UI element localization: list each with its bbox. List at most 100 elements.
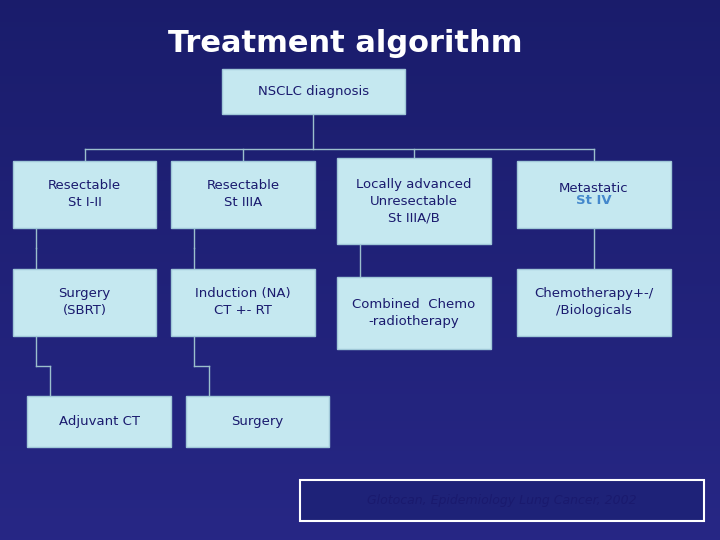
- Bar: [0, 0, 720, 3]
- FancyBboxPatch shape: [171, 161, 315, 228]
- FancyBboxPatch shape: [337, 158, 491, 244]
- Bar: [0, 286, 720, 289]
- Bar: [0, 140, 720, 143]
- Bar: [0, 373, 720, 375]
- Bar: [0, 335, 720, 338]
- Bar: [0, 362, 720, 364]
- Bar: [0, 448, 720, 451]
- Text: Metastatic: Metastatic: [559, 182, 629, 195]
- Bar: [0, 165, 720, 167]
- Bar: [0, 324, 720, 327]
- Bar: [0, 154, 720, 157]
- Bar: [0, 181, 720, 184]
- Bar: [0, 305, 720, 308]
- FancyBboxPatch shape: [517, 161, 671, 228]
- Bar: [0, 302, 720, 305]
- Bar: [0, 278, 720, 281]
- FancyBboxPatch shape: [171, 269, 315, 336]
- FancyBboxPatch shape: [222, 69, 405, 114]
- Bar: [0, 251, 720, 254]
- Bar: [0, 84, 720, 86]
- Bar: [0, 197, 720, 200]
- Bar: [0, 219, 720, 221]
- Bar: [0, 11, 720, 14]
- Bar: [0, 135, 720, 138]
- Bar: [0, 381, 720, 383]
- Bar: [0, 359, 720, 362]
- Bar: [0, 184, 720, 186]
- Bar: [0, 8, 720, 11]
- Bar: [0, 340, 720, 343]
- Text: Resectable
St IIIA: Resectable St IIIA: [207, 179, 279, 210]
- Bar: [0, 205, 720, 208]
- FancyBboxPatch shape: [517, 269, 671, 336]
- Bar: [0, 300, 720, 302]
- Text: Induction (NA)
CT +- RT: Induction (NA) CT +- RT: [195, 287, 291, 318]
- Bar: [0, 470, 720, 472]
- Bar: [0, 397, 720, 400]
- Bar: [0, 192, 720, 194]
- Bar: [0, 402, 720, 405]
- Bar: [0, 483, 720, 486]
- Text: Adjuvant CT: Adjuvant CT: [58, 415, 140, 428]
- Bar: [0, 354, 720, 356]
- Bar: [0, 130, 720, 132]
- Bar: [0, 351, 720, 354]
- Bar: [0, 491, 720, 494]
- Bar: [0, 216, 720, 219]
- Bar: [0, 113, 720, 116]
- Bar: [0, 40, 720, 43]
- Bar: [0, 127, 720, 130]
- Bar: [0, 246, 720, 248]
- Bar: [0, 367, 720, 370]
- Bar: [0, 456, 720, 459]
- Bar: [0, 265, 720, 267]
- Bar: [0, 386, 720, 389]
- Bar: [0, 405, 720, 408]
- Bar: [0, 108, 720, 111]
- Bar: [0, 284, 720, 286]
- Bar: [0, 518, 720, 521]
- Bar: [0, 440, 720, 443]
- Bar: [0, 394, 720, 397]
- Bar: [0, 232, 720, 235]
- FancyBboxPatch shape: [13, 161, 156, 228]
- Bar: [0, 116, 720, 119]
- Bar: [0, 254, 720, 256]
- Bar: [0, 46, 720, 49]
- Bar: [0, 43, 720, 46]
- Bar: [0, 270, 720, 273]
- Bar: [0, 454, 720, 456]
- Bar: [0, 30, 720, 32]
- Bar: [0, 208, 720, 211]
- Bar: [0, 494, 720, 497]
- Bar: [0, 537, 720, 540]
- Text: Locally advanced
Unresectable
St IIIA/B: Locally advanced Unresectable St IIIA/B: [356, 178, 472, 225]
- Bar: [0, 238, 720, 240]
- Bar: [0, 338, 720, 340]
- Bar: [0, 500, 720, 502]
- Bar: [0, 383, 720, 386]
- Text: Glotocan, Epidemiology Lung Cancer, 2002: Glotocan, Epidemiology Lung Cancer, 2002: [367, 494, 637, 507]
- Bar: [0, 68, 720, 70]
- Bar: [0, 62, 720, 65]
- Bar: [0, 435, 720, 437]
- Bar: [0, 100, 720, 103]
- Bar: [0, 92, 720, 94]
- Text: Resectable
St I-II: Resectable St I-II: [48, 179, 121, 210]
- FancyBboxPatch shape: [300, 480, 704, 521]
- Bar: [0, 400, 720, 402]
- Bar: [0, 240, 720, 243]
- Bar: [0, 89, 720, 92]
- Bar: [0, 151, 720, 154]
- Bar: [0, 51, 720, 54]
- FancyBboxPatch shape: [337, 277, 491, 349]
- Bar: [0, 78, 720, 81]
- Bar: [0, 59, 720, 62]
- Bar: [0, 413, 720, 416]
- Bar: [0, 105, 720, 108]
- Bar: [0, 119, 720, 122]
- Bar: [0, 427, 720, 429]
- Text: Chemotherapy+-/
/Biologicals: Chemotherapy+-/ /Biologicals: [534, 287, 654, 318]
- Bar: [0, 532, 720, 535]
